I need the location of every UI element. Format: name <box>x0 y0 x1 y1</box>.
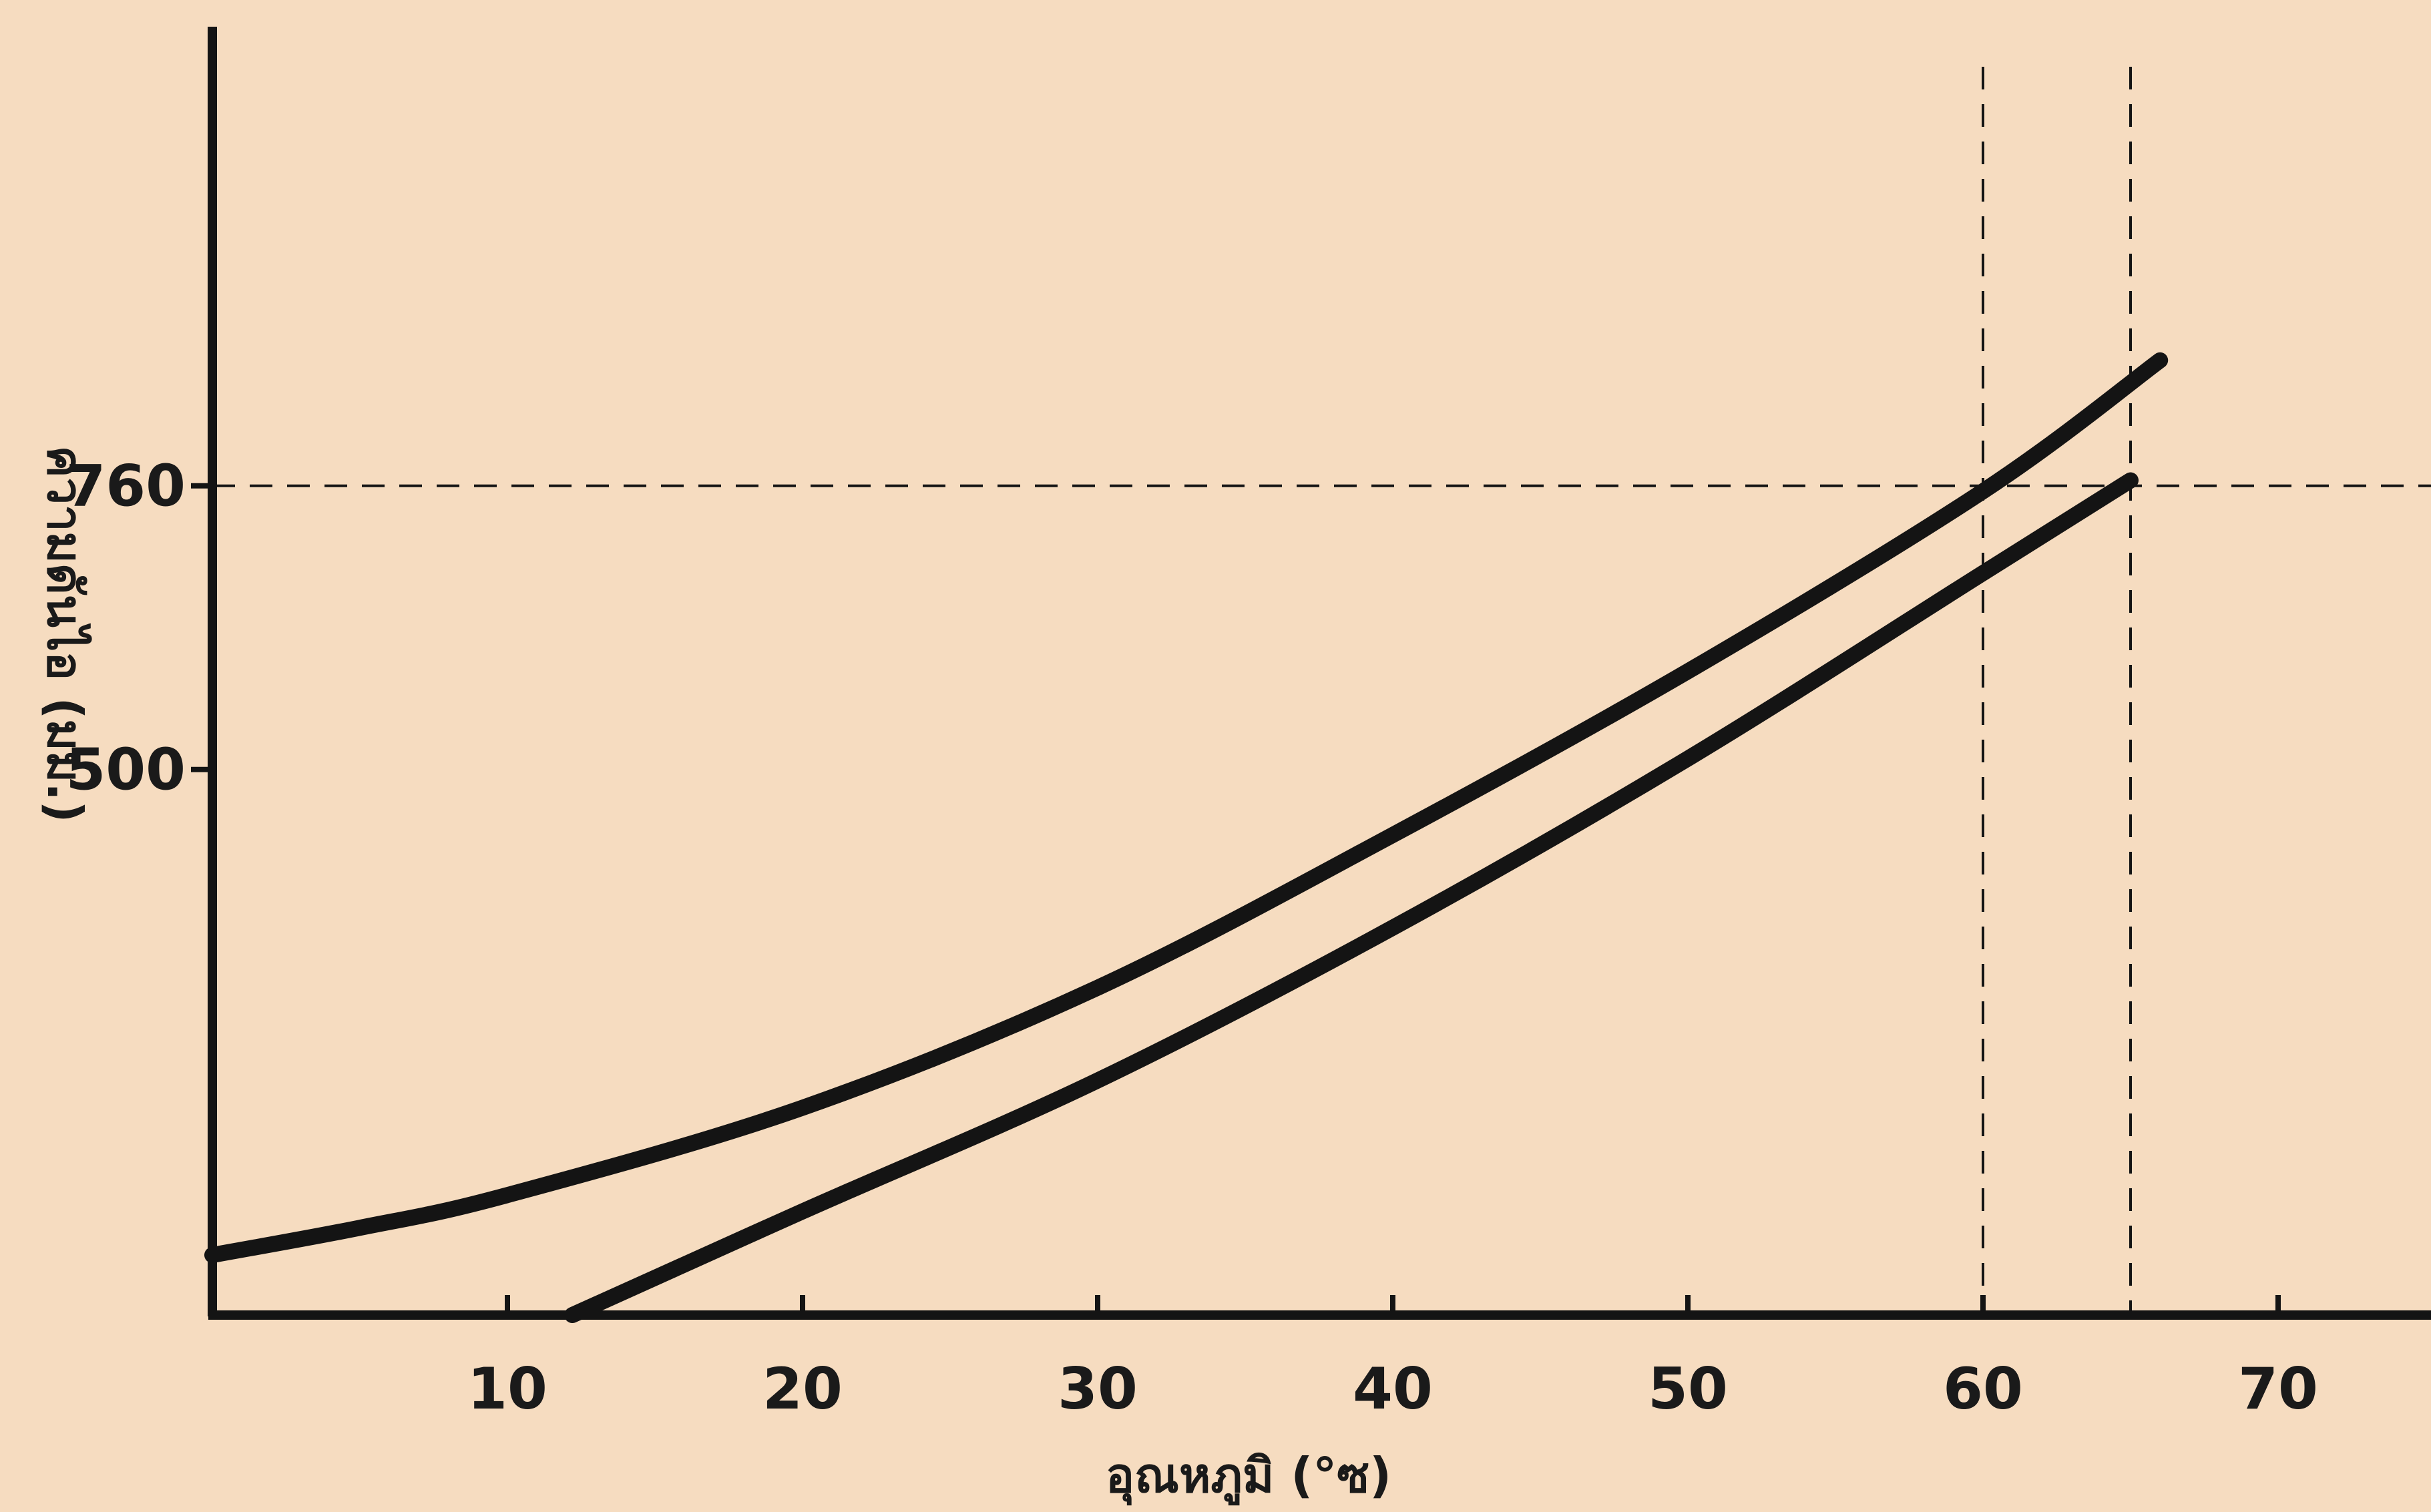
x-tick-label: 20 <box>762 1356 843 1423</box>
x-axis-title: อุณหภูมิ (°ซ) <box>1106 1447 1391 1506</box>
x-tick-label: 40 <box>1353 1356 1433 1423</box>
x-tick-label: 30 <box>1058 1356 1138 1423</box>
y-ticks: 500 760 <box>65 453 212 804</box>
x-tick-label: 60 <box>1943 1356 2023 1423</box>
series-line-upper <box>204 352 2169 1264</box>
x-tick-label: 50 <box>1648 1356 1728 1423</box>
reference-lines <box>212 67 2431 1315</box>
y-axis-title: ความดันไอ (มม.) <box>37 445 93 822</box>
y-tick-label: 760 <box>65 453 186 520</box>
x-ticks: 10 20 30 40 50 60 70 <box>467 1295 2318 1423</box>
x-tick-label: 70 <box>2238 1356 2318 1423</box>
x-tick-label: 10 <box>467 1356 547 1423</box>
series-layer <box>204 352 2169 1323</box>
series-line-lower <box>564 472 2139 1323</box>
axes <box>208 27 2431 1320</box>
y-tick-label: 500 <box>65 737 186 804</box>
